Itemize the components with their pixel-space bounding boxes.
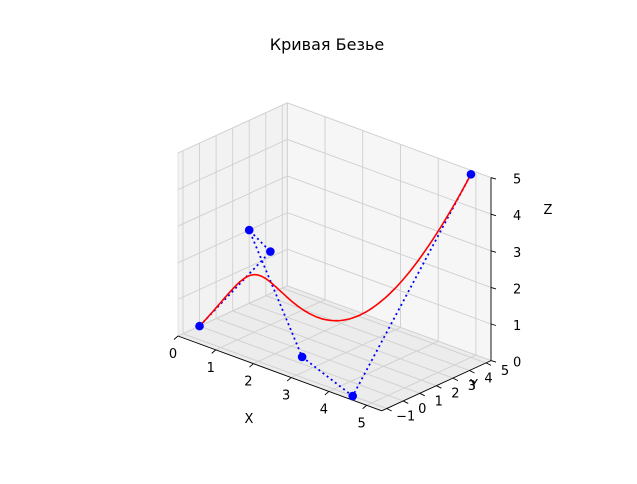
x-tick [249, 363, 254, 368]
gridlines [177, 102, 492, 409]
z-tick-label: 5 [513, 173, 521, 188]
z-tick [490, 177, 497, 180]
y-tick [469, 370, 475, 374]
y-tick [386, 408, 392, 412]
control-polygon-line [198, 173, 472, 398]
bezier-curve-line [198, 173, 472, 327]
chart-title: Кривая Безье [270, 35, 384, 54]
z-tick [490, 213, 497, 217]
x-tick [286, 377, 292, 382]
x-tick-label: 2 [244, 375, 252, 390]
x-tick-label: 0 [169, 347, 177, 362]
z-tick [490, 250, 497, 253]
x-axis-label: X [245, 412, 254, 427]
control-point-2 [266, 247, 275, 256]
y-tick-label: −1 [396, 410, 415, 425]
y-tick-label: 0 [418, 402, 426, 417]
control-point-3 [244, 225, 254, 235]
control-point-1 [195, 321, 204, 331]
y-tick-label: 5 [501, 364, 509, 379]
x-tick [173, 335, 179, 340]
gridline-z [177, 285, 492, 362]
y-tick [452, 377, 459, 381]
x-tick-label: 1 [207, 361, 215, 376]
y-tick-label: 1 [435, 394, 443, 409]
control-point-4 [297, 352, 307, 362]
z-tick-label: 0 [513, 356, 521, 371]
z-tick [490, 360, 497, 363]
z-tick [490, 286, 497, 290]
gridline-z [177, 175, 492, 252]
y-axis-label: Y [469, 378, 478, 393]
x-tick-label: 5 [357, 416, 365, 431]
z-tick-label: 2 [513, 282, 521, 297]
x-tick [211, 349, 217, 354]
y-tick-label: 4 [484, 371, 492, 386]
x-tick [324, 391, 330, 396]
gridline-z [177, 102, 492, 179]
x-tick-label: 4 [320, 402, 328, 417]
y-tick [485, 362, 492, 366]
x-tick-label: 3 [282, 389, 290, 404]
gridline-z [177, 138, 492, 215]
y-tick [436, 385, 442, 389]
control-point-5 [348, 391, 358, 401]
y-tick [403, 400, 409, 404]
z-tick-label: 1 [513, 319, 521, 334]
x-axis-line [177, 335, 382, 412]
z-tick-label: 3 [513, 246, 521, 261]
z-axis-label: Z [544, 203, 553, 218]
gridline-z [177, 248, 492, 325]
y-tick [419, 392, 425, 397]
plot-area [195, 170, 476, 401]
x-tick [362, 404, 367, 410]
control-point-6 [466, 170, 476, 179]
y-tick-label: 2 [451, 387, 459, 402]
z-tick [490, 323, 497, 326]
z-tick-label: 4 [513, 209, 521, 224]
y-tick-label: 3 [468, 379, 476, 394]
